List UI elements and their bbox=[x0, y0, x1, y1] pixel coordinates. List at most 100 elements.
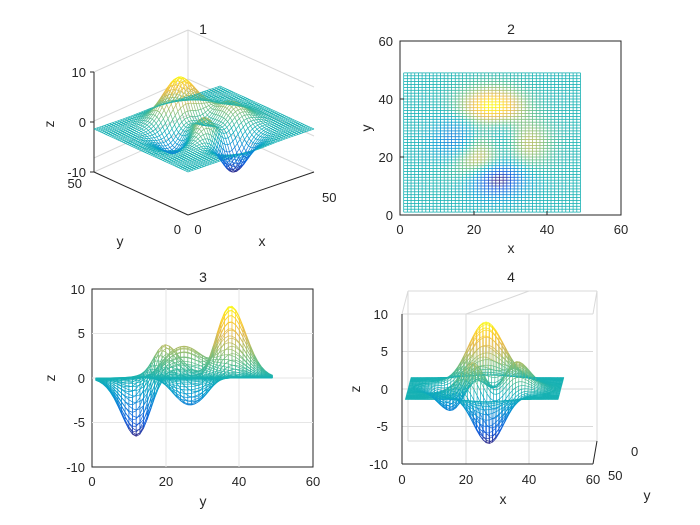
subplot-1-mesh-line bbox=[187, 151, 191, 153]
subplot-1-mesh-line bbox=[173, 160, 176, 163]
subplot-1-mesh-line bbox=[243, 124, 247, 128]
subplot-1-mesh-line bbox=[187, 154, 190, 156]
subplot-1-mesh-line bbox=[180, 108, 183, 115]
subplot-1-mesh-line bbox=[114, 135, 117, 138]
subplot-1-mesh-line bbox=[247, 98, 250, 100]
subplot-1-mesh-line bbox=[200, 107, 204, 110]
subplot-1-mesh-line bbox=[258, 128, 262, 132]
subplot-1-mesh-line bbox=[152, 115, 156, 120]
subplot-1-mesh-line bbox=[165, 145, 168, 149]
subplot-1-mesh-line bbox=[212, 155, 215, 158]
subplot-1-mesh-line bbox=[200, 136, 203, 140]
subplot-1-mesh-line bbox=[141, 148, 144, 151]
subplot-1-mesh-line bbox=[182, 112, 186, 115]
subplot-1-mesh-line bbox=[165, 157, 168, 159]
subplot-1-mesh-line bbox=[248, 100, 251, 103]
subplot-1-mesh-line bbox=[217, 91, 221, 93]
subplot-1-mesh-line bbox=[218, 124, 221, 127]
subplot-1-mesh-line bbox=[180, 153, 184, 156]
subplot-1-mesh-line bbox=[176, 166, 179, 168]
subplot-1-mesh-line bbox=[186, 151, 189, 153]
subplot-1-mesh-line bbox=[248, 138, 252, 142]
subplot-1-mesh-line bbox=[243, 118, 247, 121]
subplot-1-mesh-line bbox=[203, 106, 207, 109]
subplot-1-mesh-line bbox=[137, 127, 141, 130]
subplot-1-mesh-line bbox=[109, 129, 112, 132]
subplot-1-mesh-line bbox=[227, 95, 230, 98]
subplot-1-mesh-line bbox=[268, 107, 272, 110]
subplot-1-mesh-line bbox=[178, 101, 181, 109]
subplot-1-mesh-line bbox=[167, 158, 170, 160]
subplot-1-mesh-line bbox=[217, 125, 221, 128]
subplot-1-mesh-line bbox=[124, 119, 127, 121]
subplot-1-mesh-line bbox=[257, 136, 261, 140]
subplot-1-mesh-line bbox=[240, 155, 244, 161]
subplot-1-mesh-line bbox=[170, 161, 174, 164]
subplot-1-mesh-line bbox=[258, 130, 262, 134]
subplot-1-mesh-line bbox=[225, 94, 228, 97]
subplot-1-mesh-line bbox=[135, 126, 139, 129]
subplot-1-mesh-line bbox=[190, 164, 193, 167]
subplot-1-mesh-line bbox=[263, 109, 266, 111]
subplot-1-mesh-line bbox=[153, 116, 158, 122]
subplot-1-mesh-line bbox=[244, 135, 248, 140]
subplot-1-mesh-line bbox=[159, 133, 163, 136]
subplot-1-mesh-line bbox=[234, 114, 238, 118]
subplot-1-mesh-line bbox=[187, 145, 191, 148]
subplot-1-mesh-line bbox=[164, 160, 167, 163]
subplot-1-mesh-line bbox=[181, 158, 184, 160]
subplot-1-mesh-line bbox=[249, 103, 253, 105]
subplot-1-mesh-line bbox=[233, 108, 236, 112]
subplot-1-mesh-line bbox=[165, 159, 168, 161]
subplot-1-mesh-line bbox=[121, 134, 124, 137]
subplot-1-mesh-line bbox=[152, 114, 156, 116]
subplot-1-mesh-line bbox=[233, 91, 236, 94]
subplot-1-mesh-line bbox=[132, 127, 136, 130]
subplot-1-mesh-line bbox=[267, 111, 270, 113]
subplot-1-mesh-line bbox=[161, 137, 165, 140]
subplot-1-mesh-line bbox=[163, 118, 166, 124]
subplot-1-mesh-line bbox=[232, 95, 235, 98]
subplot-1-mesh-line bbox=[115, 125, 118, 128]
subplot-1-mesh-line bbox=[188, 121, 192, 124]
subplot-1-mesh-line bbox=[201, 145, 204, 148]
subplot-1-mesh-line bbox=[281, 116, 285, 118]
subplot-1-mesh-line bbox=[134, 137, 137, 139]
subplot-1-mesh-line bbox=[277, 133, 281, 136]
subplot-1-mesh-line bbox=[231, 117, 236, 122]
subplot-1-mesh-line bbox=[157, 129, 161, 133]
subplot-1-mesh-line bbox=[212, 108, 215, 110]
subplot-1-mesh-line bbox=[135, 127, 138, 130]
subplot-1-mesh-line bbox=[159, 105, 163, 108]
subplot-1-mesh-line bbox=[214, 156, 217, 159]
subplot-1-mesh-line bbox=[215, 90, 219, 92]
subplot-1-mesh-line bbox=[204, 95, 207, 97]
subplot-1-mesh-line bbox=[306, 129, 309, 132]
subplot-1-mesh-line bbox=[268, 127, 271, 129]
subplot-1-mesh-line bbox=[205, 154, 208, 157]
subplot-1-mesh-line bbox=[273, 127, 276, 129]
subplot-1-mesh-line bbox=[132, 122, 135, 124]
subplot-1-mesh-line bbox=[202, 134, 206, 139]
subplot-1-mesh-line bbox=[108, 126, 111, 129]
subplot-1-mesh-line bbox=[246, 114, 250, 119]
subplot-1-mesh-line bbox=[174, 144, 178, 148]
subplot-1-mesh-line bbox=[152, 128, 156, 132]
subplot-1-mesh-line bbox=[170, 163, 173, 166]
subplot-1-mesh-line bbox=[240, 108, 243, 113]
subplot-1-mesh-line bbox=[239, 148, 242, 154]
subplot-1-mesh-line bbox=[281, 135, 284, 137]
subplot-1-mesh-line bbox=[151, 153, 154, 155]
subplot-1-mesh-line bbox=[179, 81, 183, 84]
subplot-1-mesh-line bbox=[153, 126, 156, 130]
subplot-1-mesh-line bbox=[222, 97, 225, 99]
subplot-1-mesh-line bbox=[250, 123, 254, 127]
subplot-1-mesh-line bbox=[156, 157, 159, 159]
subplot-1-mesh-line bbox=[116, 128, 120, 131]
subplot-1-mesh-line bbox=[110, 125, 114, 128]
subplot-1-mesh-line bbox=[244, 114, 248, 116]
subplot-1-mesh-line bbox=[215, 119, 218, 121]
subplot-1-mesh-line bbox=[207, 155, 210, 158]
subplot-1-mesh-line bbox=[188, 169, 191, 172]
subplot-1-mesh-line bbox=[267, 132, 270, 134]
